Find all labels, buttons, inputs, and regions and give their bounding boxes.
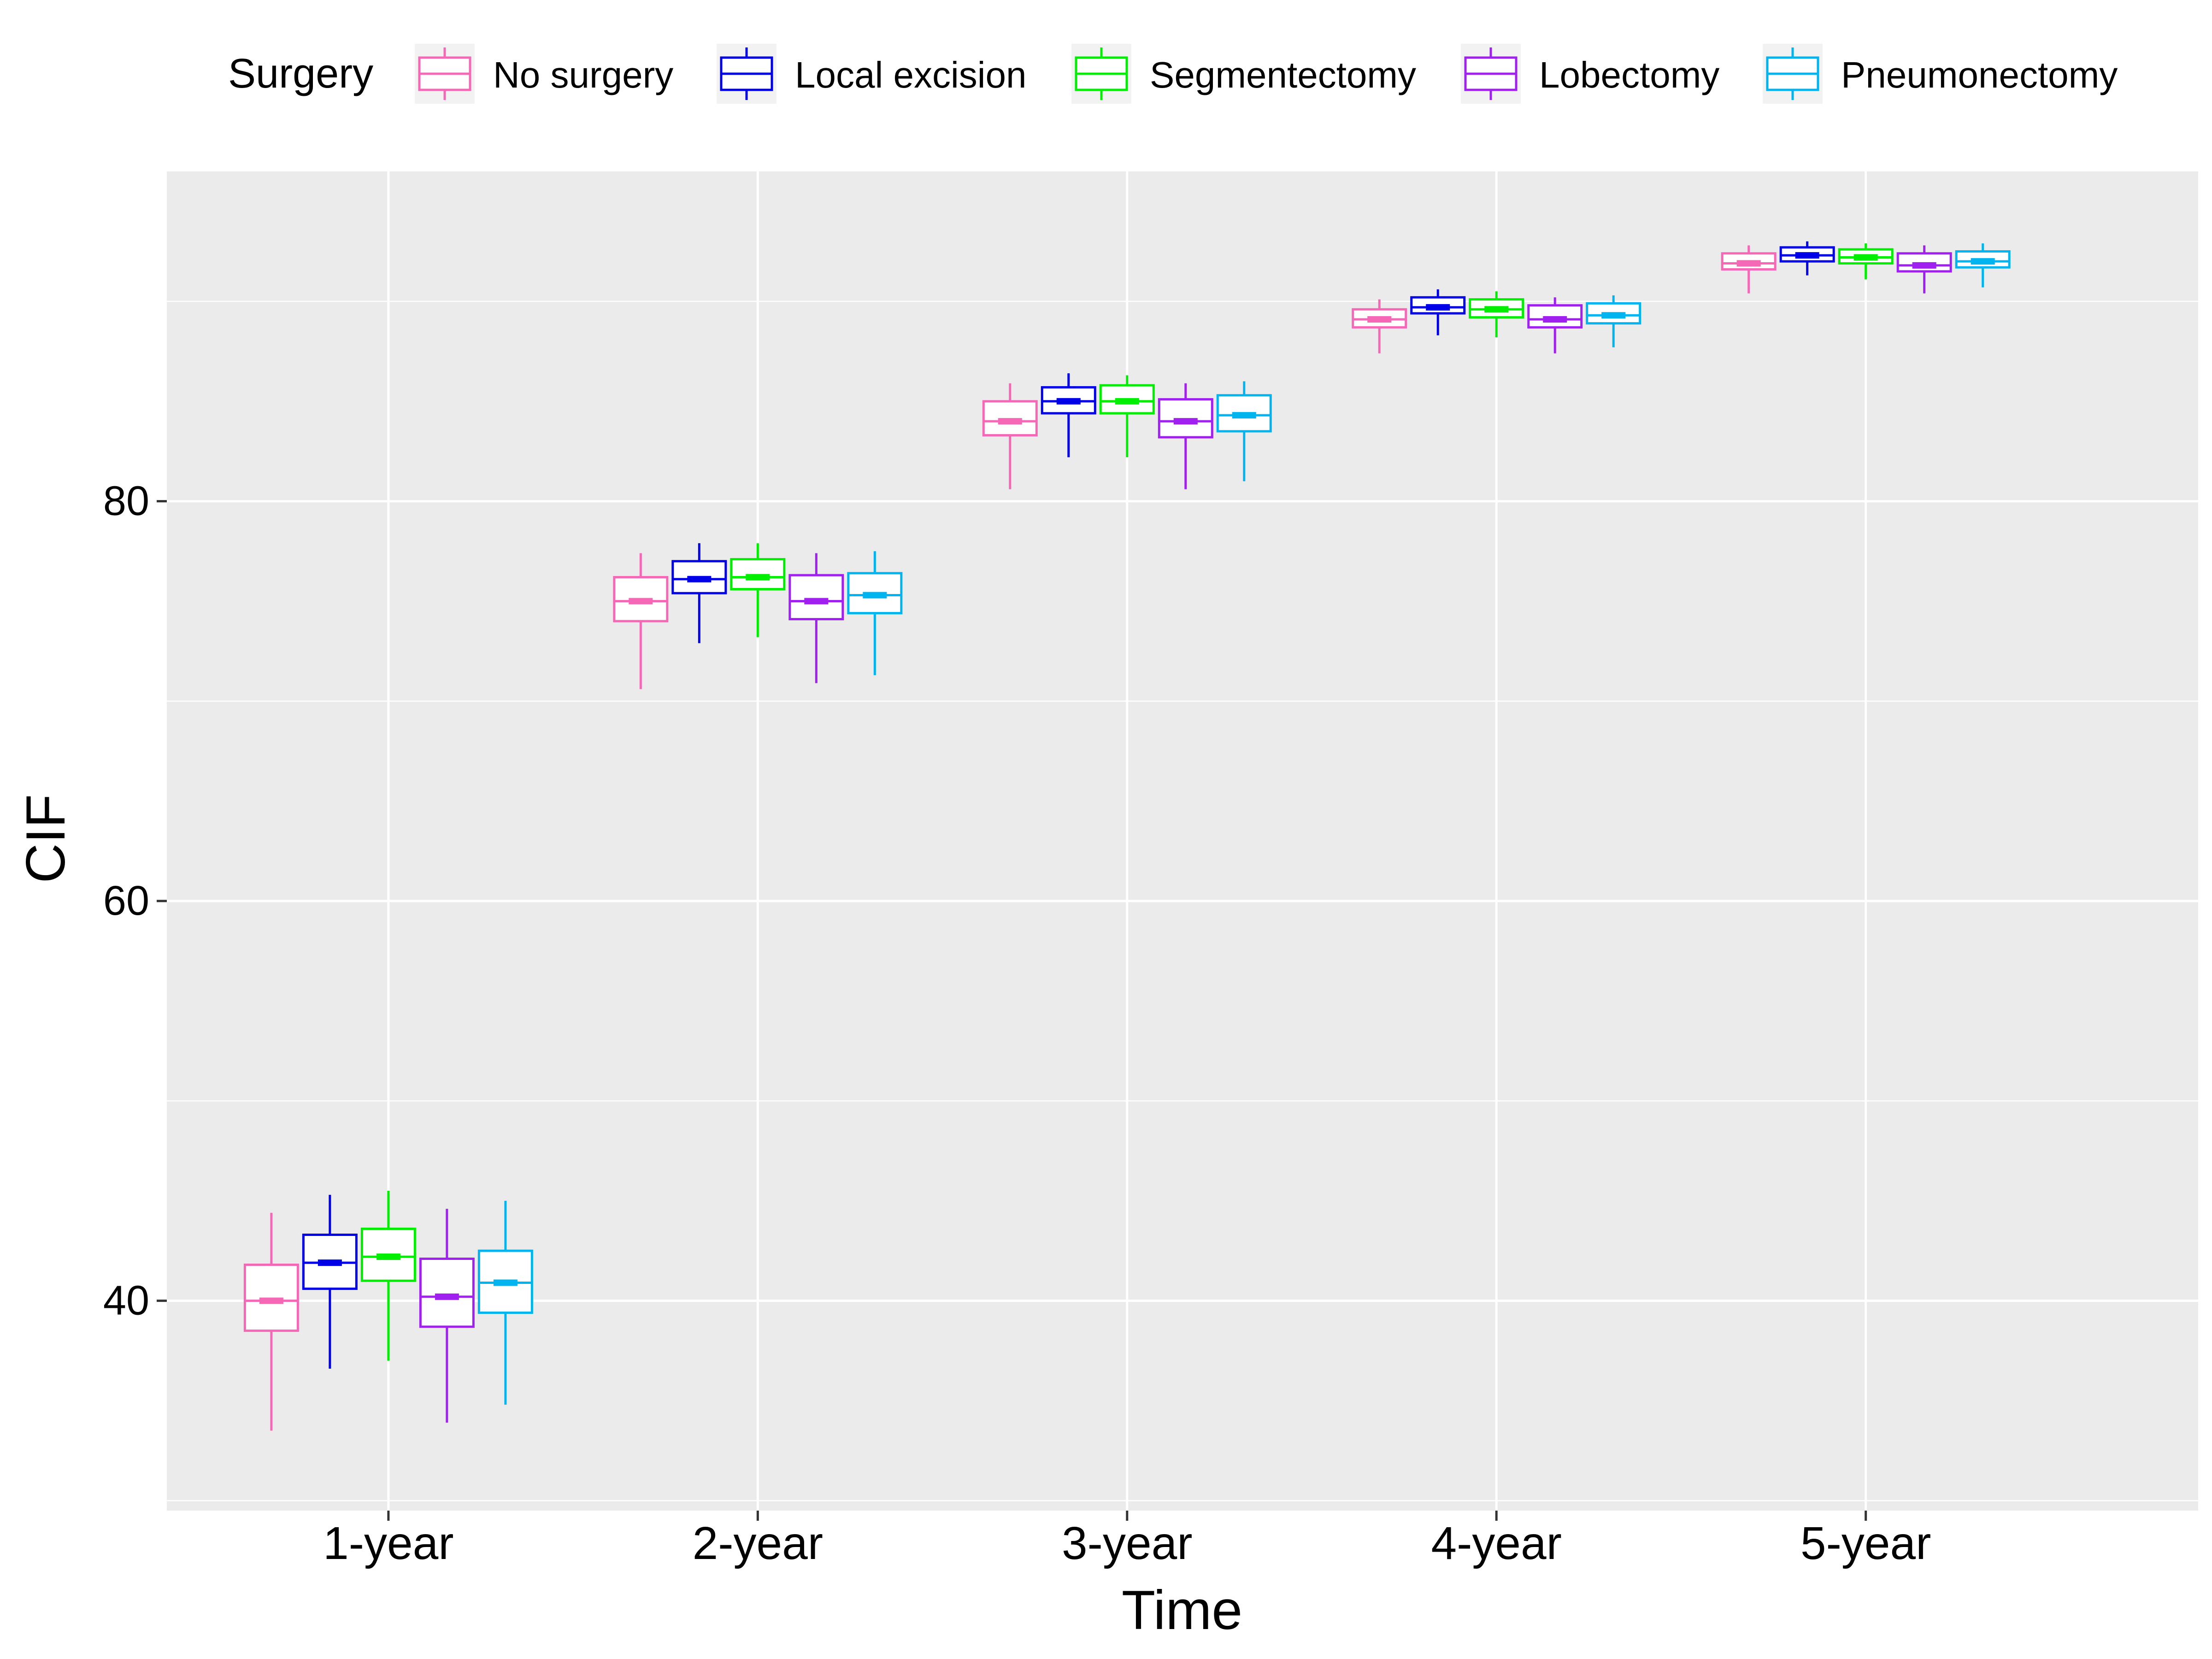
boxes — [243, 241, 2011, 1431]
x-tick-label: 2-year — [693, 1518, 823, 1569]
y-axis-title: CIF — [15, 794, 76, 883]
y-tick-label: 80 — [103, 478, 149, 524]
x-tick-label: 1-year — [323, 1518, 453, 1569]
legend-item: Pneumonectomy — [1763, 44, 2118, 104]
box-no-surgery — [243, 1212, 299, 1431]
box-body — [982, 400, 1038, 437]
box-no-surgery — [613, 553, 669, 689]
x-tick-label: 5-year — [1800, 1518, 1931, 1569]
box-body — [730, 558, 786, 590]
box-no-surgery — [1352, 299, 1407, 353]
box-segmentectomy — [1099, 375, 1155, 458]
box-body — [613, 576, 669, 623]
box-pneumonectomy — [1586, 295, 1641, 347]
legend-item: Lobectomy — [1461, 44, 1719, 104]
box-pneumonectomy — [1955, 243, 2011, 288]
y-tick-label: 60 — [103, 878, 149, 924]
legend-label: Lobectomy — [1539, 54, 1719, 95]
box-body — [1721, 252, 1777, 271]
legend-label: Pneumonectomy — [1841, 54, 2118, 95]
box-segmentectomy — [360, 1191, 416, 1361]
legend-item: No surgery — [415, 44, 673, 104]
y-tick-label: 40 — [103, 1278, 149, 1324]
x-tick-label: 3-year — [1062, 1518, 1192, 1569]
x-axis: 1-year 2-year 3-year 4-year 5-year — [323, 1511, 1931, 1569]
legend: Surgery No surgery Local excision Segmente… — [228, 44, 2118, 104]
box-segmentectomy — [1838, 243, 1894, 280]
box-local-excision — [671, 543, 727, 643]
box-lobectomy — [1527, 297, 1583, 353]
box-pneumonectomy — [847, 551, 903, 676]
box-body — [1527, 304, 1583, 329]
box-local-excision — [1410, 289, 1466, 335]
legend-label: Local excision — [795, 54, 1027, 95]
box-no-surgery — [982, 383, 1038, 489]
box-lobectomy — [1896, 245, 1952, 294]
legend-item: Local excision — [717, 44, 1027, 104]
x-tick-label: 4-year — [1431, 1518, 1562, 1569]
box-body — [788, 574, 844, 621]
box-local-excision — [1779, 241, 1835, 276]
legend-label: No surgery — [493, 54, 673, 95]
box-segmentectomy — [1469, 291, 1524, 337]
box-no-surgery — [1721, 245, 1777, 294]
box-pneumonectomy — [477, 1200, 533, 1405]
x-axis-title: Time — [1122, 1579, 1242, 1641]
legend-label: Segmentectomy — [1150, 54, 1416, 95]
box-lobectomy — [1158, 383, 1213, 489]
box-local-excision — [302, 1194, 358, 1369]
box-pneumonectomy — [1216, 381, 1272, 482]
box-lobectomy — [419, 1209, 475, 1423]
box-lobectomy — [788, 553, 844, 683]
legend-title: Surgery — [228, 51, 373, 97]
box-segmentectomy — [730, 543, 786, 637]
y-axis: 40 60 80 — [103, 478, 167, 1324]
box-body — [1410, 296, 1466, 315]
legend-item: Segmentectomy — [1071, 44, 1416, 104]
box-body — [419, 1257, 475, 1328]
box-body — [847, 572, 903, 615]
box-local-excision — [1041, 373, 1096, 458]
